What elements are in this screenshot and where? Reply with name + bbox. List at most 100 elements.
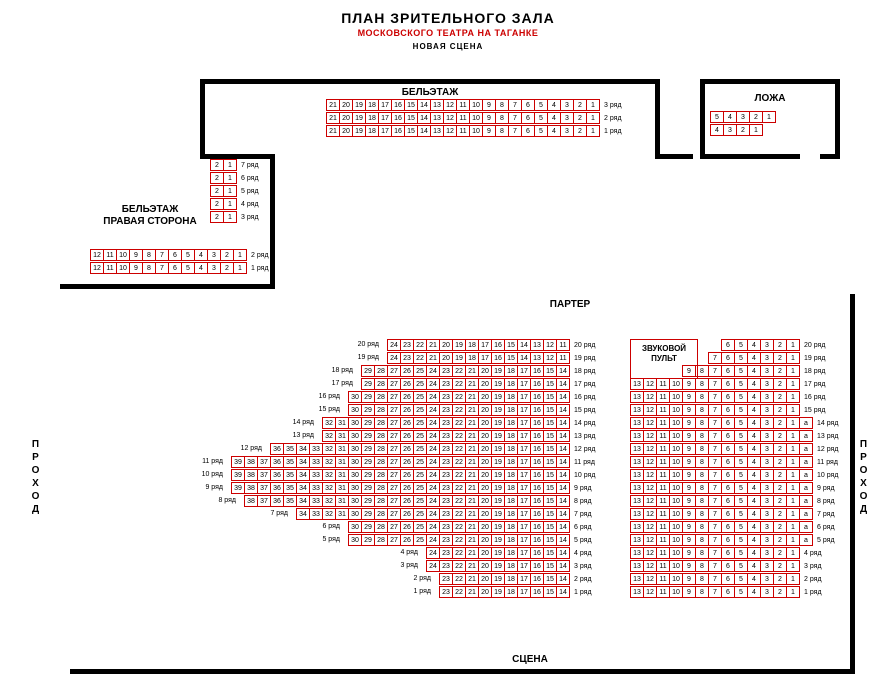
seat[interactable]: 14 bbox=[556, 482, 570, 494]
seat[interactable]: 32 bbox=[322, 456, 336, 468]
seat[interactable]: 17 bbox=[517, 456, 531, 468]
seat[interactable]: 15 bbox=[543, 482, 557, 494]
seat[interactable]: 12 bbox=[443, 112, 457, 124]
seat[interactable]: 4 bbox=[747, 547, 761, 559]
seat[interactable]: 10 bbox=[469, 125, 483, 137]
seat[interactable]: 18 bbox=[465, 339, 479, 351]
seat[interactable]: 29 bbox=[361, 521, 375, 533]
seat[interactable]: 14 bbox=[556, 404, 570, 416]
seat[interactable]: 21 bbox=[465, 586, 479, 598]
seat[interactable]: 14 bbox=[556, 365, 570, 377]
seat[interactable]: 24 bbox=[426, 430, 440, 442]
seat[interactable]: 27 bbox=[387, 521, 401, 533]
seat[interactable]: 7 bbox=[708, 391, 722, 403]
seat[interactable]: 15 bbox=[404, 112, 418, 124]
seat[interactable]: 25 bbox=[413, 404, 427, 416]
seat[interactable]: 15 bbox=[543, 521, 557, 533]
seat[interactable]: 20 bbox=[339, 99, 353, 111]
seat[interactable]: 13 bbox=[630, 443, 644, 455]
seat[interactable]: 15 bbox=[404, 125, 418, 137]
seat[interactable]: 1 bbox=[223, 198, 237, 210]
seat[interactable]: 10 bbox=[669, 573, 683, 585]
seat[interactable]: 25 bbox=[413, 430, 427, 442]
seat[interactable]: 4 bbox=[747, 404, 761, 416]
seat[interactable]: 18 bbox=[504, 534, 518, 546]
seat[interactable]: 4 bbox=[747, 456, 761, 468]
seat[interactable]: 6 bbox=[721, 430, 735, 442]
seat[interactable]: 14 bbox=[556, 573, 570, 585]
seat[interactable]: 3 bbox=[760, 560, 774, 572]
seat[interactable]: 9 bbox=[682, 456, 696, 468]
seat[interactable]: 22 bbox=[452, 391, 466, 403]
seat[interactable]: 27 bbox=[387, 495, 401, 507]
seat[interactable]: 6 bbox=[721, 417, 735, 429]
seat-extra[interactable]: a bbox=[799, 482, 813, 494]
seat[interactable]: 1 bbox=[786, 456, 800, 468]
seat[interactable]: 1 bbox=[786, 430, 800, 442]
seat[interactable]: 30 bbox=[348, 417, 362, 429]
seat[interactable]: 32 bbox=[322, 508, 336, 520]
seat[interactable]: 24 bbox=[426, 404, 440, 416]
seat[interactable]: 1 bbox=[223, 211, 237, 223]
seat[interactable]: 11 bbox=[656, 378, 670, 390]
seat[interactable]: 8 bbox=[695, 586, 709, 598]
seat[interactable]: 6 bbox=[721, 378, 735, 390]
seat[interactable]: 13 bbox=[630, 586, 644, 598]
seat[interactable]: 2 bbox=[210, 159, 224, 171]
seat[interactable]: 21 bbox=[465, 547, 479, 559]
seat[interactable]: 22 bbox=[452, 508, 466, 520]
seat[interactable]: 17 bbox=[517, 430, 531, 442]
seat[interactable]: 29 bbox=[361, 534, 375, 546]
seat[interactable]: 4 bbox=[747, 365, 761, 377]
seat[interactable]: 4 bbox=[547, 112, 561, 124]
seat[interactable]: 27 bbox=[387, 430, 401, 442]
seat[interactable]: 19 bbox=[491, 378, 505, 390]
seat[interactable]: 3 bbox=[760, 508, 774, 520]
seat-extra[interactable]: a bbox=[799, 469, 813, 481]
seat[interactable]: 15 bbox=[543, 404, 557, 416]
seat[interactable]: 20 bbox=[478, 573, 492, 585]
seat[interactable]: 33 bbox=[309, 443, 323, 455]
seat[interactable]: 19 bbox=[491, 430, 505, 442]
seat[interactable]: 8 bbox=[695, 443, 709, 455]
seat-extra[interactable]: a bbox=[799, 430, 813, 442]
seat[interactable]: 22 bbox=[452, 469, 466, 481]
seat[interactable]: 8 bbox=[695, 378, 709, 390]
seat[interactable]: 11 bbox=[656, 573, 670, 585]
seat[interactable]: 6 bbox=[721, 482, 735, 494]
seat[interactable]: 17 bbox=[517, 547, 531, 559]
seat[interactable]: 9 bbox=[682, 417, 696, 429]
seat[interactable]: 2 bbox=[773, 391, 787, 403]
seat[interactable]: 27 bbox=[387, 391, 401, 403]
seat[interactable]: 2 bbox=[773, 573, 787, 585]
seat[interactable]: 14 bbox=[417, 125, 431, 137]
seat[interactable]: 15 bbox=[543, 417, 557, 429]
seat[interactable]: 2 bbox=[773, 352, 787, 364]
seat[interactable]: 5 bbox=[734, 586, 748, 598]
seat[interactable]: 1 bbox=[786, 391, 800, 403]
seat[interactable]: 11 bbox=[456, 112, 470, 124]
seat[interactable]: 31 bbox=[335, 430, 349, 442]
seat[interactable]: 20 bbox=[439, 339, 453, 351]
seat[interactable]: 1 bbox=[786, 404, 800, 416]
seat[interactable]: 2 bbox=[773, 547, 787, 559]
seat[interactable]: 5 bbox=[734, 547, 748, 559]
seat[interactable]: 34 bbox=[296, 482, 310, 494]
seat[interactable]: 9 bbox=[682, 469, 696, 481]
seat[interactable]: 21 bbox=[465, 482, 479, 494]
seat[interactable]: 14 bbox=[556, 560, 570, 572]
seat[interactable]: 19 bbox=[491, 534, 505, 546]
seat[interactable]: 15 bbox=[543, 573, 557, 585]
seat[interactable]: 5 bbox=[734, 365, 748, 377]
seat[interactable]: 8 bbox=[695, 430, 709, 442]
seat[interactable]: 16 bbox=[391, 112, 405, 124]
seat[interactable]: 18 bbox=[504, 443, 518, 455]
seat[interactable]: 9 bbox=[682, 391, 696, 403]
seat[interactable]: 15 bbox=[543, 456, 557, 468]
seat[interactable]: 19 bbox=[491, 508, 505, 520]
seat[interactable]: 17 bbox=[378, 112, 392, 124]
seat[interactable]: 1 bbox=[786, 560, 800, 572]
seat[interactable]: 5 bbox=[710, 111, 724, 123]
seat[interactable]: 35 bbox=[283, 495, 297, 507]
seat[interactable]: 10 bbox=[669, 469, 683, 481]
